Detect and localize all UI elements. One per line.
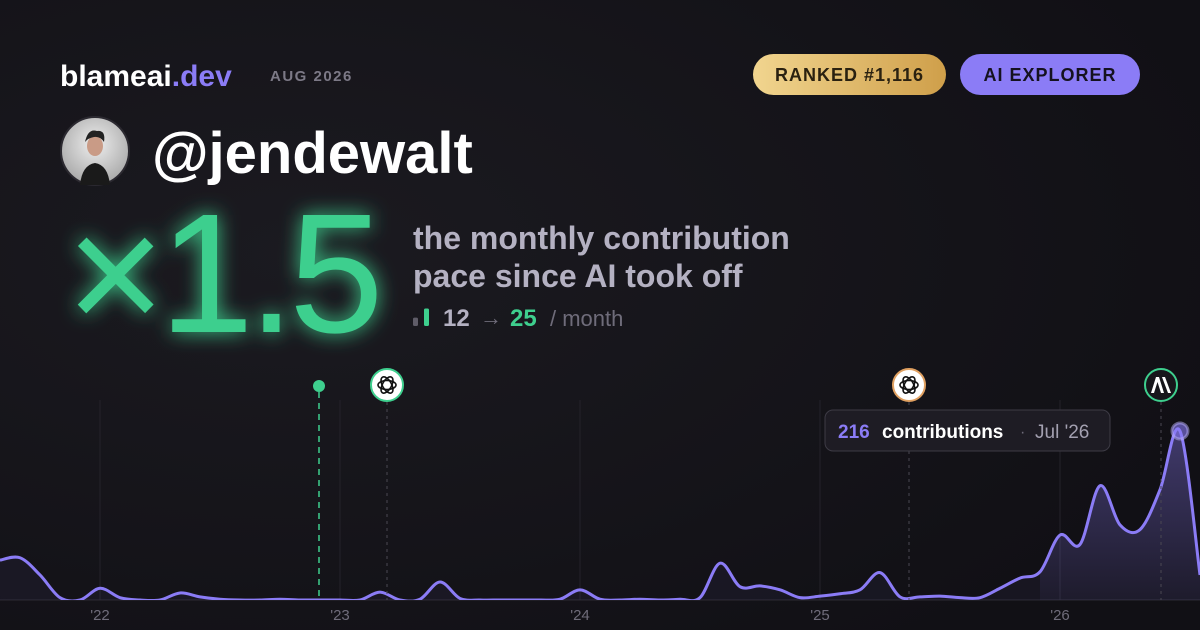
description-line: pace since AI took off — [413, 258, 743, 294]
tooltip-separator: · — [1020, 424, 1025, 441]
brand: blameai.dev — [60, 60, 232, 93]
event-dot — [313, 380, 325, 392]
x-tick-label: '26 — [1050, 607, 1070, 624]
tooltip-date: Jul '26 — [1035, 422, 1089, 443]
arrow: → — [480, 305, 502, 330]
x-tick-label: '24 — [570, 607, 590, 624]
after-value: 25 — [510, 305, 537, 332]
avatar — [60, 116, 130, 186]
area-recent — [1040, 428, 1200, 600]
level-badge — [960, 54, 1140, 95]
tooltip-box — [824, 409, 1111, 452]
tooltip-label: contributions — [882, 422, 1003, 443]
rank-text: RANKED #1,116 — [775, 65, 924, 85]
unit: / month — [550, 306, 623, 331]
brand-name: blameai — [60, 60, 172, 93]
tooltip: 216 contributions · Jul '26 — [824, 409, 1111, 452]
events — [313, 368, 1178, 600]
chart: '22 '23 '24 '25 '26 — [0, 400, 1200, 624]
handle: @jendewalt — [152, 121, 473, 186]
x-tick-label: '23 — [330, 607, 350, 624]
after-bar — [424, 308, 429, 326]
x-tick-label: '22 — [90, 607, 110, 624]
before-bar — [413, 317, 418, 326]
date: AUG 2026 — [270, 68, 353, 85]
rank-badge — [753, 54, 946, 95]
brand-suffix: .dev — [172, 60, 232, 93]
tooltip-value: 216 — [838, 422, 870, 443]
anthropic-icon — [1144, 368, 1178, 402]
before-value: 12 — [443, 305, 470, 332]
openai-icon — [370, 368, 404, 402]
multiplier: ×1.5 — [66, 179, 378, 369]
level-text: AI EXPLORER — [983, 65, 1116, 85]
description-line: the monthly contribution — [413, 220, 790, 256]
contribution-line — [0, 427, 1200, 600]
peak-point — [1170, 421, 1190, 441]
x-tick-label: '25 — [810, 607, 830, 624]
openai-icon — [892, 368, 926, 402]
